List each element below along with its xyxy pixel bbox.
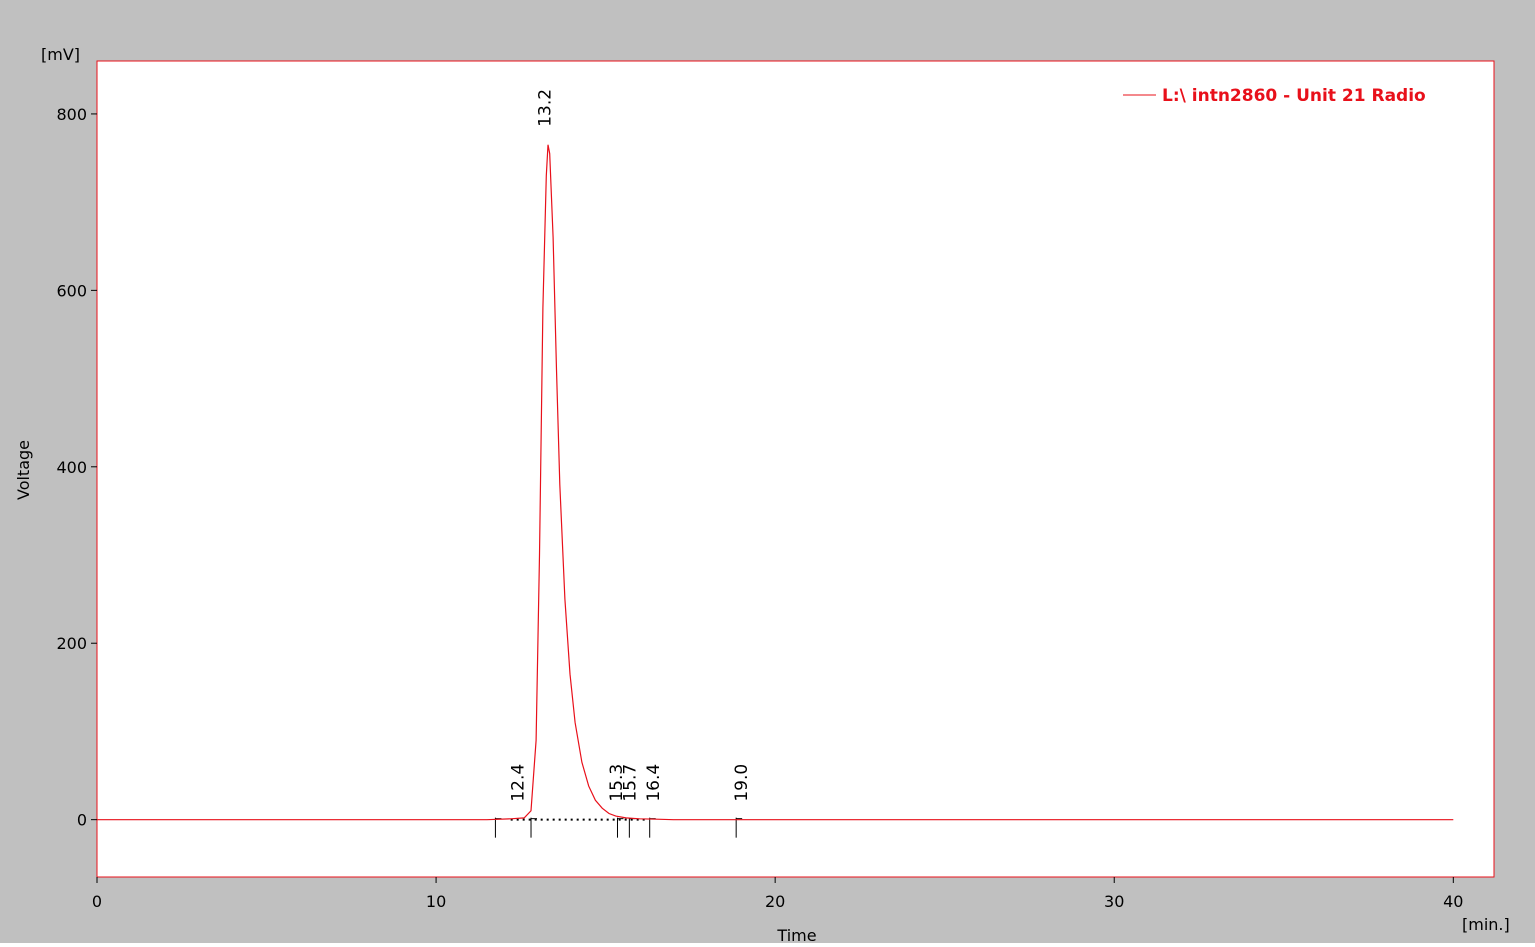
x-axis-title: Time	[776, 926, 816, 943]
legend: L:\ intn2860 - Unit 21 Radio	[1123, 86, 1426, 106]
series-layer	[97, 144, 1454, 821]
y-tick-label: 600	[56, 281, 87, 300]
peak-label: 12.4	[508, 764, 528, 802]
y-tick-label: 200	[56, 634, 87, 653]
x-tick-label: 30	[1104, 892, 1124, 911]
peak-label: 16.4	[644, 764, 664, 802]
peak-label: 15.3	[607, 764, 627, 802]
plot-area	[96, 60, 1495, 878]
series-line	[97, 144, 1454, 821]
peak-label: 15.7	[620, 764, 640, 802]
x-unit-label: [min.]	[1462, 915, 1510, 934]
legend-entry-label: L:\ intn2860 - Unit 21 Radio	[1162, 86, 1426, 106]
axes: 0 200 400 600 800 0 10 20 30 40	[56, 105, 1463, 911]
y-tick-label: 0	[77, 811, 87, 830]
x-tick-label: 20	[765, 892, 785, 911]
peak-label: 19.0	[732, 764, 752, 802]
x-tick-label: 0	[92, 892, 102, 911]
y-tick-label: 800	[56, 105, 87, 124]
peak-label: 13.2	[536, 89, 556, 127]
peak-labels: 13.2 12.4 15.315.7 16.4 19.0	[508, 89, 752, 802]
y-unit-label: [mV]	[41, 45, 80, 64]
x-tick-label: 40	[1443, 892, 1463, 911]
y-axis-title: Voltage	[14, 440, 33, 500]
y-tick-label: 400	[56, 458, 87, 477]
x-tick-label: 10	[426, 892, 446, 911]
